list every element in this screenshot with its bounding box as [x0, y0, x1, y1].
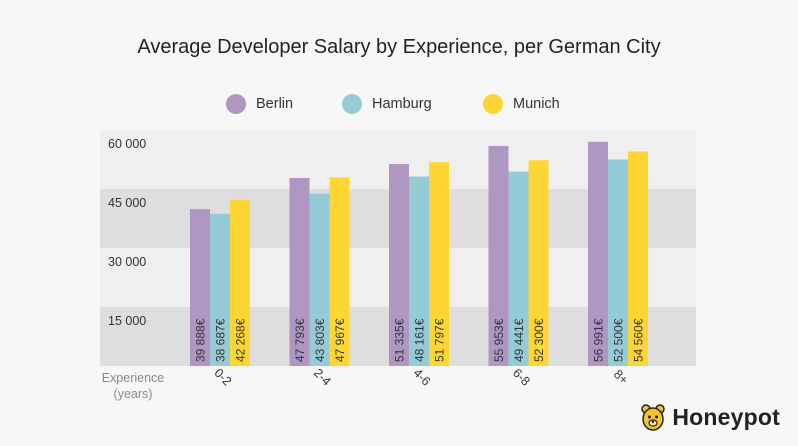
bar-munich — [429, 162, 449, 366]
y-tick-label: 30 000 — [108, 255, 146, 269]
chart-legend: Berlin Hamburg Munich — [0, 92, 798, 116]
bar-value-label: 43 803€ — [313, 318, 327, 362]
bar-munich — [230, 199, 250, 366]
bar-hamburg — [409, 176, 429, 366]
bar-munich — [628, 151, 648, 366]
bar-hamburg — [309, 193, 330, 366]
bar-munich — [329, 177, 350, 366]
legend-swatch-munich — [483, 94, 503, 114]
legend-label-munich: Munich — [513, 96, 560, 112]
y-tick-label: 15 000 — [108, 314, 146, 328]
bar-hamburg — [608, 159, 628, 366]
legend-label-hamburg: Hamburg — [372, 96, 432, 112]
chart-title: Average Developer Salary by Experience, … — [137, 36, 661, 58]
bar-hamburg — [508, 171, 529, 366]
x-tick-label: 4-6 — [410, 366, 433, 389]
x-tick-label: 6-8 — [510, 366, 533, 389]
x-axis-caption: (years) — [114, 387, 153, 401]
bear-icon — [641, 404, 666, 431]
x-axis-caption: Experience — [102, 371, 165, 385]
bar-value-label: 55 953€ — [492, 318, 506, 362]
bar-berlin — [588, 141, 608, 366]
bar-berlin — [190, 209, 210, 366]
bar-berlin — [389, 164, 409, 366]
bar-value-label: 52 500€ — [612, 318, 626, 362]
legend-item-munich: Munich — [483, 92, 560, 116]
bar-value-label: 56 991€ — [592, 318, 606, 362]
legend-item-hamburg: Hamburg — [342, 92, 432, 116]
bar-value-label: 48 161€ — [413, 318, 427, 362]
brand-logo: Honeypot — [640, 402, 780, 432]
bar-hamburg — [210, 213, 230, 366]
bar-value-label: 54 560€ — [632, 318, 646, 362]
legend-swatch-berlin — [226, 94, 246, 114]
y-tick-label: 45 000 — [108, 196, 146, 210]
y-tick-label: 60 000 — [108, 137, 146, 151]
legend-item-berlin: Berlin — [226, 92, 293, 116]
bar-value-label: 38 687€ — [214, 318, 228, 362]
brand-name: Honeypot — [672, 403, 780, 430]
bar-berlin — [488, 145, 509, 366]
x-tick-label: 2-4 — [311, 366, 334, 389]
x-tick-label: 0-2 — [211, 366, 234, 389]
bar-value-label: 47 793€ — [293, 318, 307, 362]
bar-value-label: 39 888€ — [194, 318, 208, 362]
bar-value-label: 42 268€ — [234, 318, 248, 362]
bar-munich — [528, 160, 549, 366]
bar-value-label: 52 300€ — [532, 318, 546, 362]
bar-value-label: 51 335€ — [393, 318, 407, 362]
bar-berlin — [289, 178, 310, 366]
legend-swatch-hamburg — [342, 94, 362, 114]
bar-value-label: 47 967€ — [333, 318, 347, 362]
legend-label-berlin: Berlin — [256, 96, 294, 112]
x-tick-label: 8+ — [611, 367, 631, 387]
bar-value-label: 51 797€ — [433, 318, 447, 362]
bar-value-label: 49 441€ — [512, 318, 526, 362]
